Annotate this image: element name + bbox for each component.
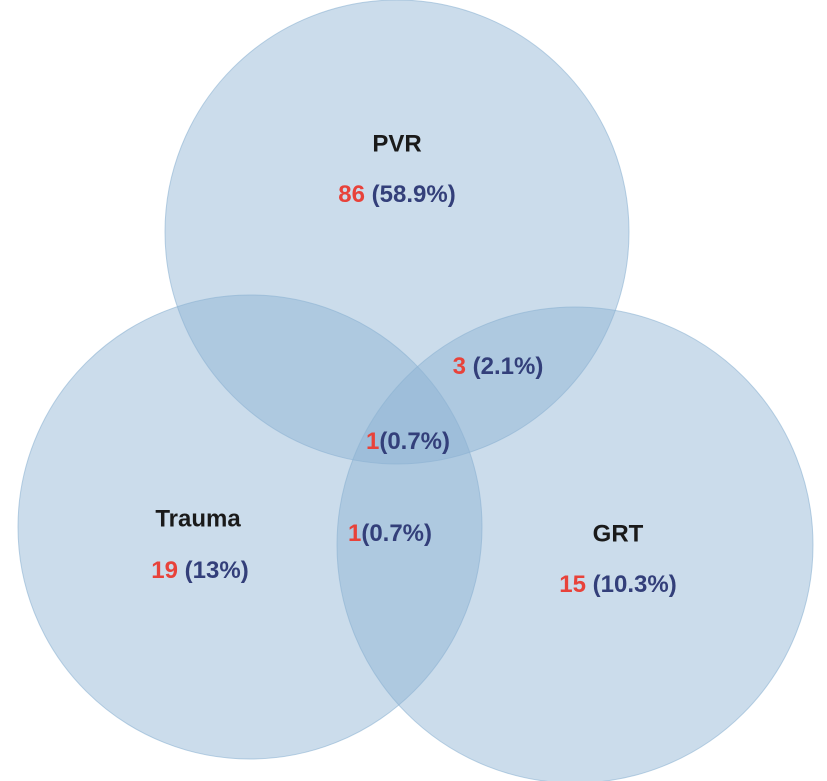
- region-value: 15 (10.3%): [559, 571, 676, 598]
- percent: (10.3%): [593, 571, 677, 598]
- count: 1: [348, 520, 361, 547]
- count: 3: [453, 353, 466, 380]
- set-circle: [17, 294, 483, 760]
- percent: (2.1%): [473, 353, 544, 380]
- percent: (13%): [185, 557, 249, 584]
- count: 15: [559, 571, 586, 598]
- percent: (58.9%): [372, 181, 456, 208]
- percent: (0.7%): [361, 520, 432, 547]
- set-label: PVR: [372, 130, 421, 157]
- region-value: 86 (58.9%): [338, 181, 455, 208]
- region-value: 1(0.7%): [366, 428, 450, 455]
- region-value: 19 (13%): [151, 557, 248, 584]
- count: 86: [338, 181, 365, 208]
- percent: (0.7%): [379, 428, 450, 455]
- set-label: GRT: [593, 520, 644, 547]
- region-value: 1(0.7%): [348, 520, 432, 547]
- count: 1: [366, 428, 379, 455]
- count: 19: [151, 557, 178, 584]
- set-circle: [164, 0, 630, 465]
- set-label: Trauma: [155, 505, 241, 532]
- set-circle: [336, 306, 814, 781]
- region-value: 3 (2.1%): [453, 353, 544, 380]
